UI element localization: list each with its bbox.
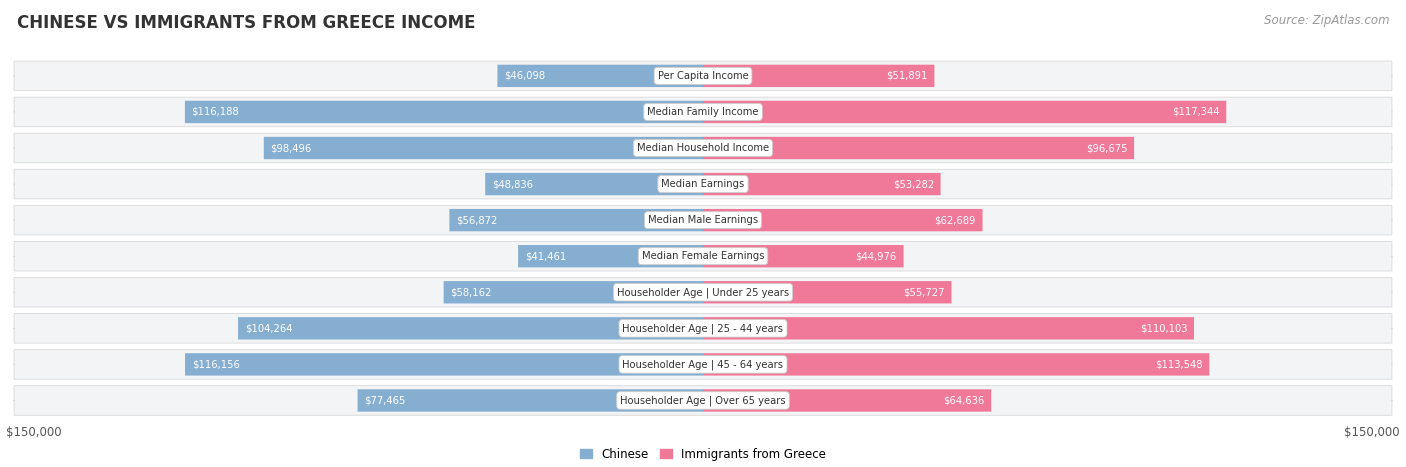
Text: $46,098: $46,098 <box>505 71 546 81</box>
Text: Per Capita Income: Per Capita Income <box>658 71 748 81</box>
FancyBboxPatch shape <box>485 173 703 195</box>
FancyBboxPatch shape <box>703 173 941 195</box>
Text: $116,188: $116,188 <box>191 107 239 117</box>
FancyBboxPatch shape <box>186 353 703 375</box>
FancyBboxPatch shape <box>14 277 1392 307</box>
FancyBboxPatch shape <box>703 389 991 411</box>
FancyBboxPatch shape <box>186 101 703 123</box>
Text: $104,264: $104,264 <box>245 323 292 333</box>
FancyBboxPatch shape <box>238 317 703 340</box>
FancyBboxPatch shape <box>703 65 935 87</box>
FancyBboxPatch shape <box>357 389 703 411</box>
Text: $44,976: $44,976 <box>856 251 897 261</box>
Text: Median Male Earnings: Median Male Earnings <box>648 215 758 225</box>
Text: $48,836: $48,836 <box>492 179 533 189</box>
FancyBboxPatch shape <box>14 350 1392 379</box>
Text: $64,636: $64,636 <box>943 396 984 405</box>
Text: Median Earnings: Median Earnings <box>661 179 745 189</box>
FancyBboxPatch shape <box>14 133 1392 163</box>
FancyBboxPatch shape <box>14 61 1392 91</box>
FancyBboxPatch shape <box>450 209 703 231</box>
Text: Householder Age | 25 - 44 years: Householder Age | 25 - 44 years <box>623 323 783 333</box>
FancyBboxPatch shape <box>14 97 1392 127</box>
Text: $51,891: $51,891 <box>886 71 928 81</box>
FancyBboxPatch shape <box>14 169 1392 199</box>
Text: Median Female Earnings: Median Female Earnings <box>641 251 765 261</box>
Text: $62,689: $62,689 <box>935 215 976 225</box>
FancyBboxPatch shape <box>264 137 703 159</box>
Text: Householder Age | 45 - 64 years: Householder Age | 45 - 64 years <box>623 359 783 370</box>
Text: $113,548: $113,548 <box>1156 360 1202 369</box>
FancyBboxPatch shape <box>703 281 952 304</box>
FancyBboxPatch shape <box>14 205 1392 235</box>
Text: $116,156: $116,156 <box>191 360 239 369</box>
Legend: Chinese, Immigrants from Greece: Chinese, Immigrants from Greece <box>575 443 831 466</box>
Text: Householder Age | Over 65 years: Householder Age | Over 65 years <box>620 395 786 406</box>
FancyBboxPatch shape <box>444 281 703 304</box>
Text: $41,461: $41,461 <box>524 251 567 261</box>
FancyBboxPatch shape <box>14 313 1392 343</box>
Text: CHINESE VS IMMIGRANTS FROM GREECE INCOME: CHINESE VS IMMIGRANTS FROM GREECE INCOME <box>17 14 475 32</box>
FancyBboxPatch shape <box>519 245 703 268</box>
Text: $55,727: $55,727 <box>903 287 945 297</box>
FancyBboxPatch shape <box>498 65 703 87</box>
Text: $53,282: $53,282 <box>893 179 934 189</box>
FancyBboxPatch shape <box>703 209 983 231</box>
FancyBboxPatch shape <box>14 241 1392 271</box>
FancyBboxPatch shape <box>703 317 1194 340</box>
FancyBboxPatch shape <box>703 101 1226 123</box>
Text: $110,103: $110,103 <box>1140 323 1187 333</box>
FancyBboxPatch shape <box>14 386 1392 415</box>
FancyBboxPatch shape <box>703 137 1135 159</box>
Text: Source: ZipAtlas.com: Source: ZipAtlas.com <box>1264 14 1389 27</box>
FancyBboxPatch shape <box>703 245 904 268</box>
Text: $96,675: $96,675 <box>1085 143 1128 153</box>
Text: Median Household Income: Median Household Income <box>637 143 769 153</box>
Text: $117,344: $117,344 <box>1173 107 1219 117</box>
Text: $77,465: $77,465 <box>364 396 406 405</box>
FancyBboxPatch shape <box>703 353 1209 375</box>
Text: Householder Age | Under 25 years: Householder Age | Under 25 years <box>617 287 789 297</box>
Text: Median Family Income: Median Family Income <box>647 107 759 117</box>
Text: $56,872: $56,872 <box>456 215 498 225</box>
Text: $58,162: $58,162 <box>450 287 492 297</box>
Text: $98,496: $98,496 <box>270 143 312 153</box>
